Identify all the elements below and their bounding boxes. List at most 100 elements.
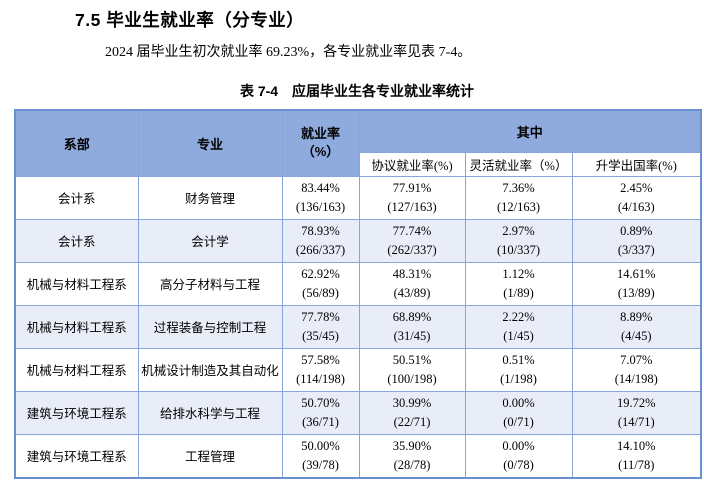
- cell-contract: 48.31% (43/89): [358, 261, 466, 306]
- cell-line: 62.92%: [301, 266, 340, 281]
- cell-line: (12/163): [496, 199, 541, 214]
- cell-line: (39/78): [302, 457, 339, 472]
- cell-line: (114/198): [296, 371, 345, 386]
- cell-line: (3/337): [617, 242, 655, 257]
- cell-flexible: 7.36% (12/163): [464, 175, 573, 220]
- cell-line: 14.61%: [616, 266, 656, 281]
- cell-line: 19.72%: [616, 395, 656, 410]
- col-header-department: 系部: [14, 109, 139, 177]
- cell-employment: 50.70% (36/71): [281, 390, 360, 435]
- cell-flexible: 0.51% (1/198): [464, 347, 573, 392]
- cell-line: (14/71): [617, 414, 655, 429]
- cell-line: (13/89): [617, 285, 655, 300]
- col-header-flexible-rate: 灵活就业率（%）: [464, 151, 573, 177]
- cell-line: (14/198): [614, 371, 658, 386]
- table-row: 机械与材料工程系 过程装备与控制工程 77.78% (35/45) 68.89% (31/…: [14, 304, 702, 349]
- cell-further-study: 2.45% (4/163): [571, 175, 702, 220]
- cell-major: 过程装备与控制工程: [137, 304, 283, 349]
- cell-line: 35.90%: [392, 438, 432, 453]
- cell-major: 工程管理: [137, 433, 283, 478]
- table-body: 会计系 财务管理 83.44% (136/163) 77.91% (127/163) 7.3…: [14, 175, 702, 478]
- cell-line: 0.00%: [502, 395, 535, 410]
- cell-further-study: 14.10% (11/78): [571, 433, 702, 478]
- section-title: 7.5 毕业生就业率（分专业）: [75, 10, 305, 30]
- table-row: 机械与材料工程系 机械设计制造及其自动化 57.58% (114/198) 50.51%…: [14, 347, 702, 392]
- cell-line: 77.78%: [301, 309, 340, 324]
- col-header-study-abroad-rate: 升学出国率(%): [571, 151, 702, 177]
- cell-line: 7.36%: [502, 180, 535, 195]
- cell-line: (136/163): [295, 199, 346, 214]
- cell-line: (4/163): [617, 199, 655, 214]
- cell-employment: 50.00% (39/78): [281, 433, 360, 478]
- intro-text: 2024 届毕业生初次就业率 69.23%，各专业就业率见表 7-4。: [105, 45, 472, 60]
- cell-flexible: 2.97% (10/337): [464, 218, 573, 263]
- cell-department: 机械与材料工程系: [14, 261, 139, 306]
- cell-line: 7.07%: [620, 352, 653, 367]
- cell-employment: 78.93% (266/337): [281, 218, 360, 263]
- cell-department: 机械与材料工程系: [14, 304, 139, 349]
- cell-contract: 68.89% (31/45): [358, 304, 466, 349]
- table-row: 机械与材料工程系 高分子材料与工程 62.92% (56/89) 48.31% (43/8…: [14, 261, 702, 306]
- cell-line: 50.00%: [301, 438, 340, 453]
- cell-department: 会计系: [14, 218, 139, 263]
- cell-contract: 50.51% (100/198): [358, 347, 466, 392]
- table-row: 会计系 财务管理 83.44% (136/163) 77.91% (127/163) 7.3…: [14, 175, 702, 220]
- cell-line: 48.31%: [392, 266, 432, 281]
- cell-contract: 35.90% (28/78): [358, 433, 466, 478]
- cell-line: (127/163): [387, 199, 437, 214]
- col-header-employment-rate: 就业率 （%）: [281, 109, 360, 177]
- cell-department: 机械与材料工程系: [14, 347, 139, 392]
- cell-employment: 57.58% (114/198): [281, 347, 360, 392]
- cell-line: (262/337): [387, 242, 437, 257]
- cell-line: 0.89%: [620, 223, 653, 238]
- cell-line: (0/78): [503, 457, 534, 472]
- cell-employment: 83.44% (136/163): [281, 175, 360, 220]
- cell-contract: 77.91% (127/163): [358, 175, 466, 220]
- col-header-among: 其中: [358, 109, 702, 153]
- cell-line: 57.58%: [301, 352, 340, 367]
- table-row: 建筑与环境工程系 工程管理 50.00% (39/78) 35.90% (28/78) 0.…: [14, 433, 702, 478]
- cell-flexible: 1.12% (1/89): [464, 261, 573, 306]
- cell-line: (1/198): [500, 371, 537, 386]
- cell-department: 建筑与环境工程系: [14, 390, 139, 435]
- cell-further-study: 8.89% (4/45): [571, 304, 702, 349]
- cell-line: 68.89%: [392, 309, 432, 324]
- cell-line: 30.99%: [392, 395, 432, 410]
- cell-line: 83.44%: [301, 180, 340, 195]
- cell-further-study: 14.61% (13/89): [571, 261, 702, 306]
- cell-flexible: 0.00% (0/71): [464, 390, 573, 435]
- cell-line: 0.00%: [502, 438, 535, 453]
- cell-line: 77.91%: [392, 180, 432, 195]
- cell-employment: 62.92% (56/89): [281, 261, 360, 306]
- cell-line: (266/337): [295, 242, 346, 257]
- cell-line: (31/45): [393, 328, 431, 343]
- cell-line: 2.45%: [620, 180, 653, 195]
- cell-line: 1.12%: [502, 266, 535, 281]
- cell-line: (10/337): [496, 242, 541, 257]
- cell-line: (56/89): [302, 285, 339, 300]
- cell-line: 2.22%: [502, 309, 535, 324]
- employment-rate-header-line1: 就业率: [300, 126, 340, 142]
- cell-line: (36/71): [302, 414, 339, 429]
- cell-major: 财务管理: [137, 175, 283, 220]
- cell-major: 会计学: [137, 218, 283, 263]
- cell-line: (1/89): [503, 285, 534, 300]
- cell-line: 77.74%: [392, 223, 432, 238]
- cell-line: (35/45): [302, 328, 339, 343]
- employment-rate-header-line2: （%）: [301, 144, 340, 160]
- cell-line: (1/45): [503, 328, 534, 343]
- cell-major: 给排水科学与工程: [137, 390, 283, 435]
- cell-major: 高分子材料与工程: [137, 261, 283, 306]
- cell-line: (43/89): [393, 285, 431, 300]
- header-row-sub: 协议就业率(%) 灵活就业率（%） 升学出国率(%): [15, 151, 702, 177]
- table-caption: 表 7-4 应届毕业生各专业就业率统计: [239, 83, 475, 99]
- employment-rate-table: 系部 专业 就业率 （%） 其中 协议就业率(%) 灵活就业率（%） 升学出国率…: [14, 109, 702, 479]
- cell-line: (28/78): [393, 457, 431, 472]
- cell-flexible: 0.00% (0/78): [464, 433, 573, 478]
- cell-department: 建筑与环境工程系: [14, 433, 139, 478]
- cell-line: 0.51%: [502, 352, 535, 367]
- cell-contract: 30.99% (22/71): [358, 390, 466, 435]
- col-header-contract-rate: 协议就业率(%): [358, 151, 466, 177]
- cell-line: 2.97%: [502, 223, 535, 238]
- header-row-main: 系部 专业 就业率 （%） 其中: [14, 109, 702, 177]
